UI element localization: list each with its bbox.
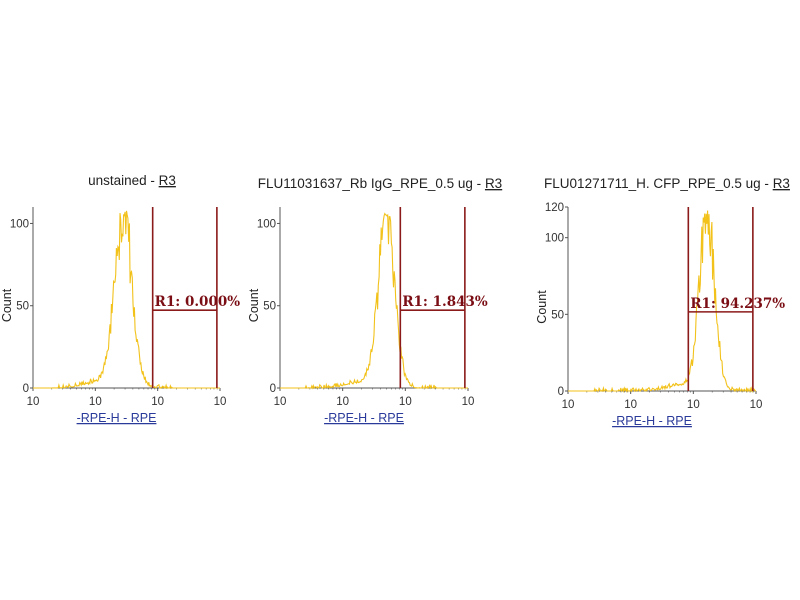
panel-title-text: FLU01271711_H. CFP_RPE_0.5 ug -: [544, 176, 773, 191]
histogram-panel-2: FLU11031637_Rb IgG_RPE_0.5 ug - R3 0 50 100…: [247, 176, 502, 425]
panel-title-text: FLU11031637_Rb IgG_RPE_0.5 ug -: [258, 176, 485, 191]
gate-link[interactable]: R3: [773, 176, 790, 191]
x-tick-label: 10: [624, 399, 637, 411]
y-tick-label: 100: [10, 218, 29, 230]
x-tick-label: 10: [89, 396, 102, 408]
x-tick-label: 10: [336, 396, 349, 408]
gate-link[interactable]: R3: [485, 176, 502, 191]
x-tick-label: 10: [214, 396, 227, 408]
x-tick-label: 10: [27, 396, 40, 408]
y-tick-label: 100: [545, 233, 564, 245]
panel-title: FLU01271711_H. CFP_RPE_0.5 ug - R3: [544, 176, 790, 191]
panel-title: unstained - R3: [88, 173, 176, 188]
x-tick-label: 10: [750, 399, 763, 411]
histogram-panel-3: FLU01271711_H. CFP_RPE_0.5 ug - R3 0 50 100…: [535, 176, 790, 428]
y-tick-label: 100: [257, 218, 276, 230]
y-tick-label: 50: [16, 301, 29, 313]
x-axis-label[interactable]: -RPE-H - RPE: [612, 414, 692, 428]
y-tick-label: 50: [263, 301, 276, 313]
x-axis-label[interactable]: -RPE-H - RPE: [77, 411, 157, 425]
gate-label: R1: 94.237%: [690, 296, 785, 312]
histogram-trace: [33, 210, 220, 390]
x-tick-label: 10: [151, 396, 164, 408]
panel-title-text: unstained -: [88, 173, 159, 188]
x-tick-label: 10: [562, 399, 575, 411]
x-axis-label[interactable]: -RPE-H - RPE: [324, 411, 404, 425]
y-tick-label: 50: [551, 309, 564, 321]
y-axis-label: Count: [247, 288, 261, 322]
gate-link[interactable]: R3: [159, 173, 176, 188]
panel-title: FLU11031637_Rb IgG_RPE_0.5 ug - R3: [258, 176, 502, 191]
x-tick-label: 10: [687, 399, 700, 411]
y-tick-label: 0: [23, 383, 29, 395]
y-tick-label: 0: [558, 386, 564, 398]
histogram-trace: [568, 210, 756, 393]
y-tick-label: 120: [545, 202, 564, 214]
gate-label: R1: 0.000%: [155, 294, 241, 310]
histogram-panel-1: unstained - R3 0 50 100 10 10 10 10 Count -RPE-H …: [0, 173, 240, 425]
x-tick-label: 10: [399, 396, 412, 408]
y-axis-label: Count: [535, 290, 549, 324]
x-tick-label: 10: [462, 396, 475, 408]
histogram-trace: [280, 212, 468, 390]
gate-label: R1: 1.843%: [402, 294, 488, 310]
y-tick-label: 0: [270, 383, 276, 395]
x-tick-label: 10: [274, 396, 287, 408]
y-axis-label: Count: [0, 288, 14, 322]
